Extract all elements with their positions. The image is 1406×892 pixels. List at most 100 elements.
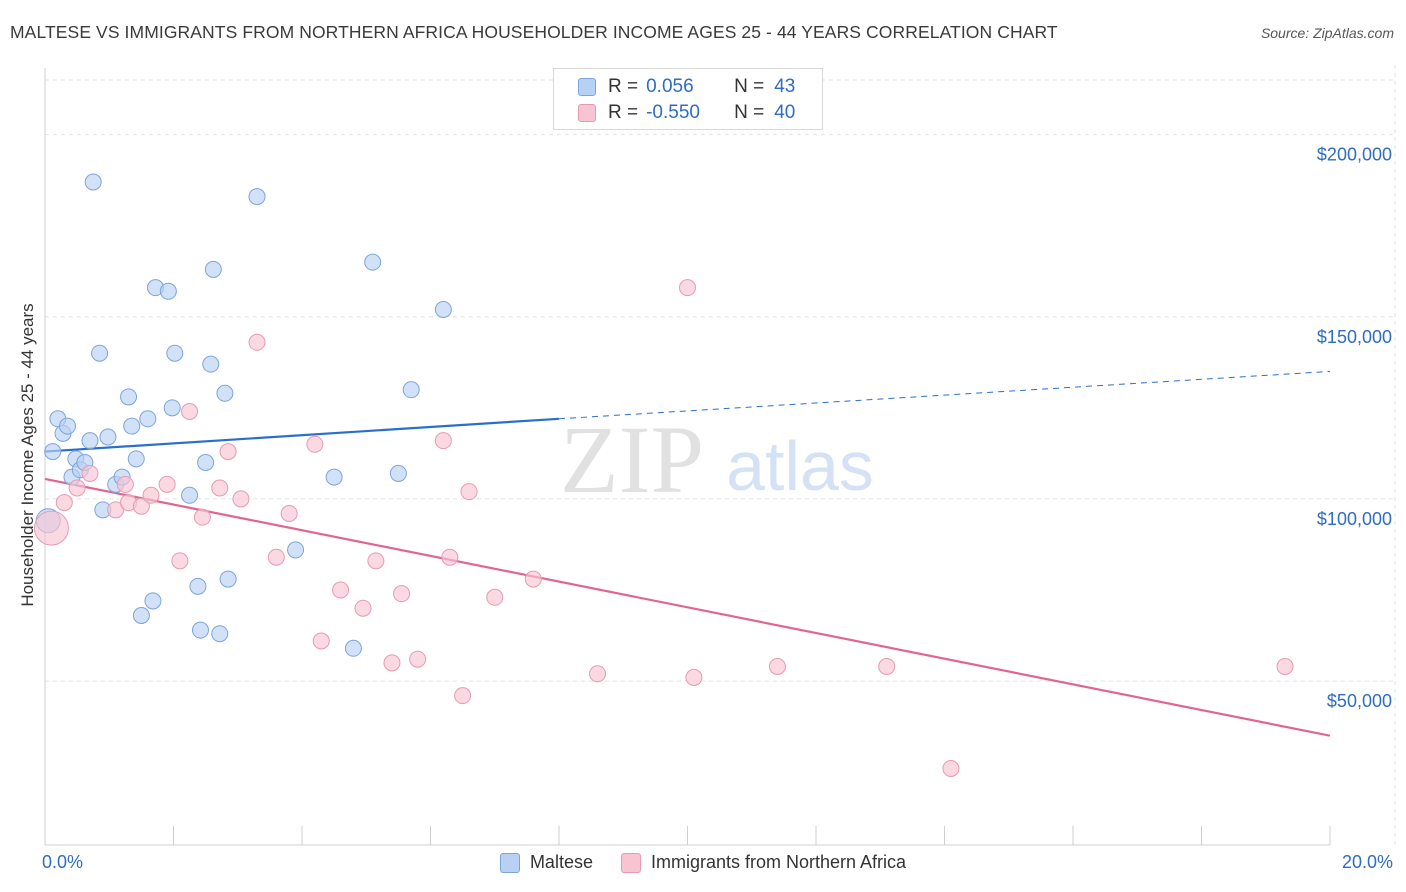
- legend-r-label: R =: [608, 102, 639, 123]
- legend-n-value: 40: [774, 102, 796, 123]
- point-immigrants: [524, 570, 542, 588]
- legend-row-maltese: R = 0.056 N = 43: [578, 75, 795, 99]
- legend-r-value: -0.550: [646, 102, 700, 123]
- point-immigrants: [193, 508, 211, 526]
- trend-line-maltese-extension: [558, 370, 1331, 420]
- point-maltese: [44, 443, 62, 461]
- legend-swatch-maltese: [578, 78, 596, 96]
- point-immigrants: [768, 658, 786, 675]
- point-maltese: [99, 428, 117, 446]
- point-immigrants: [280, 505, 298, 522]
- series-legend-maltese[interactable]: Maltese: [499, 852, 593, 873]
- legend-n-value: 43: [774, 76, 796, 97]
- point-immigrants: [942, 760, 960, 777]
- point-maltese: [211, 625, 229, 643]
- watermark-zip: ZIP: [560, 406, 704, 513]
- point-maltese: [325, 468, 343, 486]
- chart-title: MALTESE VS IMMIGRANTS FROM NORTHERN AFRI…: [10, 22, 1058, 42]
- point-maltese: [144, 592, 162, 610]
- point-immigrants: [441, 548, 459, 566]
- trend-lines: [44, 370, 1331, 737]
- point-immigrants: [367, 552, 385, 570]
- point-immigrants: [685, 668, 703, 686]
- point-immigrants: [142, 486, 160, 504]
- x-tick-min: 0.0%: [42, 852, 84, 872]
- data-points: [33, 173, 1294, 777]
- point-maltese: [163, 399, 181, 417]
- point-maltese: [123, 417, 141, 435]
- point-immigrants: [409, 650, 427, 668]
- point-immigrants: [267, 548, 285, 566]
- series-legend: Maltese Immigrants from Northern Africa: [0, 852, 1406, 873]
- watermark: ZIP atlas: [560, 406, 874, 513]
- point-maltese: [166, 344, 184, 362]
- point-maltese: [139, 410, 157, 428]
- point-maltese: [181, 486, 199, 504]
- point-maltese: [189, 577, 207, 595]
- y-tick-label: $100,000: [1317, 509, 1392, 529]
- point-immigrants: [434, 432, 452, 450]
- legend-n-label: N =: [734, 102, 765, 123]
- source-label: Source: ZipAtlas.com: [1260, 25, 1394, 41]
- point-immigrants: [332, 581, 350, 599]
- point-maltese: [197, 454, 215, 471]
- watermark-atlas: atlas: [726, 427, 874, 505]
- point-maltese: [120, 388, 138, 406]
- series-swatch-maltese: [499, 852, 520, 873]
- point-immigrants: [460, 483, 478, 501]
- point-maltese: [344, 639, 362, 657]
- point-immigrants: [383, 654, 401, 672]
- point-immigrants: [878, 658, 896, 675]
- x-tick-max: 20.0%: [1341, 852, 1393, 872]
- series-legend-immigrants[interactable]: Immigrants from Northern Africa: [620, 852, 907, 873]
- point-immigrants: [132, 497, 150, 515]
- grid-lines: [45, 65, 1396, 845]
- point-immigrants: [248, 333, 266, 351]
- point-maltese: [202, 355, 220, 373]
- y-tick-label: $50,000: [1327, 691, 1392, 711]
- point-maltese: [91, 344, 109, 362]
- point-immigrants: [219, 443, 237, 461]
- point-maltese: [402, 381, 420, 399]
- axes: [44, 68, 1331, 846]
- legend-row-immigrants: R = -0.550 N = 40: [578, 101, 795, 125]
- point-maltese: [364, 253, 382, 271]
- point-maltese: [287, 541, 305, 559]
- point-maltese: [248, 188, 266, 206]
- point-maltese: [434, 301, 452, 318]
- point-immigrants: [81, 464, 99, 482]
- y-tick-label: $200,000: [1317, 145, 1392, 165]
- point-maltese: [132, 607, 150, 624]
- point-immigrants: [171, 552, 189, 570]
- legend-n-label: N =: [734, 76, 765, 97]
- point-maltese: [204, 260, 222, 278]
- point-immigrants: [486, 588, 504, 606]
- point-immigrants: [107, 501, 125, 519]
- point-immigrants: [306, 435, 324, 453]
- point-immigrants: [158, 475, 176, 493]
- point-maltese: [219, 570, 237, 588]
- point-immigrants: [116, 475, 134, 493]
- point-immigrants: [211, 479, 229, 497]
- point-immigrants: [679, 279, 696, 297]
- point-immigrants: [232, 490, 250, 508]
- legend-r-label: R =: [608, 76, 639, 97]
- point-immigrants: [589, 665, 607, 683]
- point-immigrants: [354, 599, 372, 617]
- point-maltese: [216, 384, 234, 402]
- point-immigrants: [454, 687, 472, 705]
- legend-r-value: 0.056: [646, 76, 694, 97]
- legend-swatch-immigrants: [578, 104, 596, 122]
- point-maltese: [127, 450, 145, 468]
- series-name-immigrants: Immigrants from Northern Africa: [650, 852, 907, 872]
- point-immigrants: [55, 494, 73, 512]
- correlation-legend: R = 0.056 N = 43 R = -0.550 N = 40: [553, 68, 823, 130]
- point-immigrants: [181, 403, 199, 420]
- point-maltese: [81, 432, 99, 450]
- series-swatch-immigrants: [620, 852, 641, 873]
- point-maltese: [389, 464, 407, 482]
- y-axis-label: Householder Income Ages 25 - 44 years: [18, 303, 37, 607]
- y-tick-labels: $50,000 $100,000 $150,000 $200,000: [1317, 145, 1392, 711]
- y-tick-label: $150,000: [1317, 327, 1392, 347]
